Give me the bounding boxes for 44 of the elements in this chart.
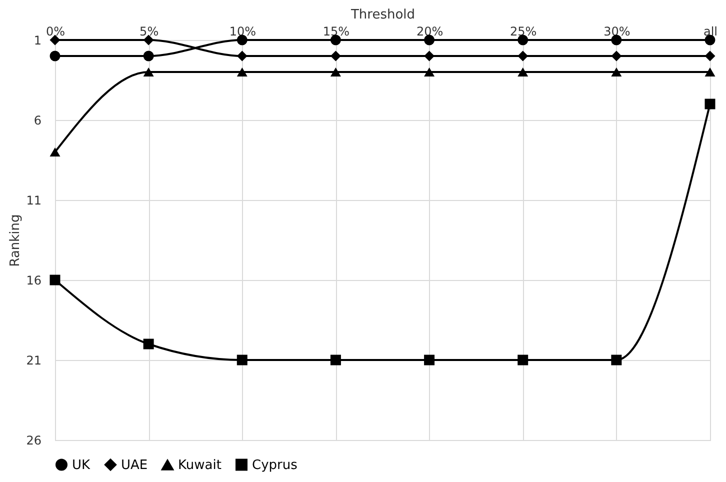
point — [611, 354, 622, 366]
point — [518, 354, 528, 366]
legend-label: Cyprus — [252, 458, 298, 473]
point — [236, 50, 248, 62]
point — [704, 50, 716, 62]
point — [143, 338, 154, 350]
point — [330, 50, 341, 62]
y-axis-title: Ranking — [8, 214, 24, 267]
point — [704, 67, 716, 77]
y-tick-label: 16 — [26, 274, 42, 288]
point — [50, 50, 60, 62]
x-tick-label: 0% — [46, 24, 66, 38]
y-tick-label: 6 — [34, 114, 42, 128]
x-tick-label: 5% — [140, 24, 159, 38]
point — [704, 98, 716, 110]
y-tick-label: 21 — [26, 354, 42, 368]
x-tick-label: 25% — [510, 24, 537, 38]
point — [330, 354, 341, 366]
x-tick-label: 15% — [322, 24, 350, 38]
point — [424, 67, 435, 77]
x-tick-label: 30% — [604, 24, 630, 38]
y-tick-label: 1 — [34, 34, 42, 48]
point — [424, 354, 435, 366]
point — [50, 147, 60, 157]
x-tick-label: all — [703, 24, 718, 38]
x-axis-title: Threshold — [350, 8, 416, 22]
legend-label: UAE — [121, 458, 148, 473]
point — [143, 50, 154, 62]
point — [236, 354, 248, 366]
point — [518, 50, 528, 62]
point — [236, 67, 248, 77]
point — [611, 67, 622, 77]
y-tick-label: 26 — [26, 434, 42, 448]
point — [50, 274, 60, 286]
point — [424, 50, 435, 62]
y-tick-label: 11 — [26, 194, 42, 208]
point — [611, 50, 622, 62]
point — [143, 67, 154, 77]
x-tick-label: 20% — [416, 24, 444, 38]
point — [330, 67, 341, 77]
x-tick-label: 10% — [229, 24, 256, 38]
legend-label: Kuwait — [178, 458, 222, 474]
point — [518, 67, 528, 77]
legend-label: UK — [72, 458, 91, 473]
